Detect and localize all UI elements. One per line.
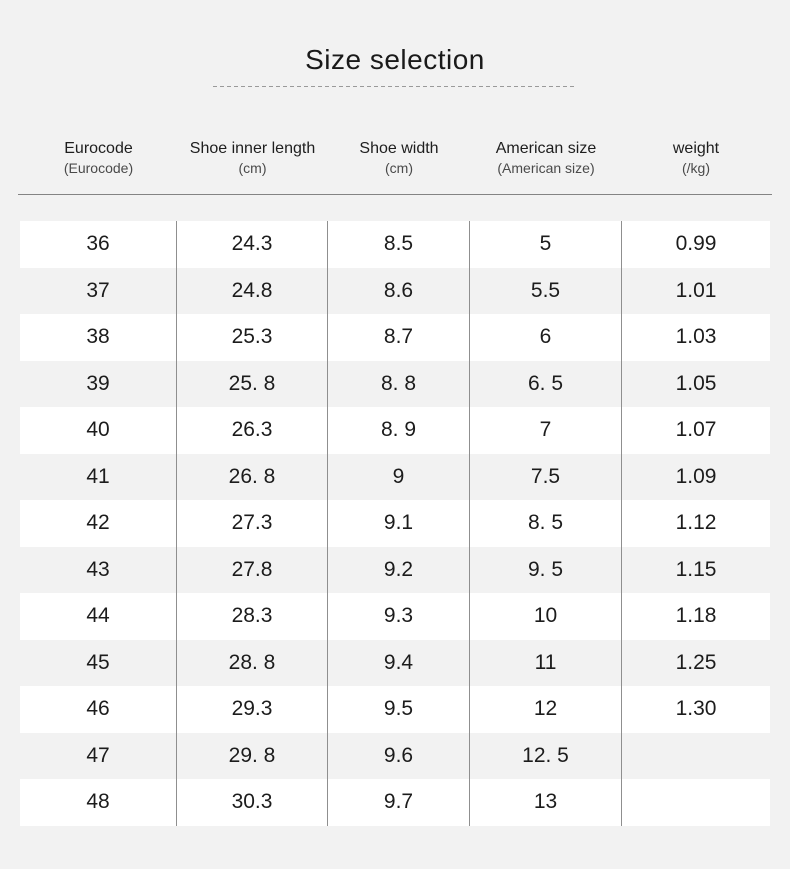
table-cell: 9.7 xyxy=(328,779,470,826)
table-cell: 8. 8 xyxy=(328,360,470,407)
title-underline-dashes xyxy=(213,86,577,87)
table-cell: 1.09 xyxy=(675,464,717,488)
table-cell: 48 xyxy=(20,779,177,826)
table-cell: 10 xyxy=(470,593,622,640)
table-cell: 9.5 xyxy=(328,686,470,733)
column-header-label: Shoe inner length xyxy=(189,140,316,157)
table-cell xyxy=(622,733,770,780)
table-row: 39 25. 8 8. 8 6. 5 1.05 xyxy=(20,360,770,407)
table-cell: 1.15 xyxy=(675,557,717,581)
table-cell: 38 xyxy=(20,314,177,361)
table-cell: 47 xyxy=(20,732,177,779)
table-cell: 26. 8 xyxy=(177,453,328,500)
table-cell: 37 xyxy=(20,267,177,314)
table-cell: 6 xyxy=(470,314,622,361)
table-cell: 1.05 xyxy=(675,371,717,395)
table-row: 42 27.3 9.1 8. 5 1.12 xyxy=(20,500,770,547)
table-cell: 25. 8 xyxy=(177,360,328,407)
column-header: Shoe width (cm) xyxy=(328,139,470,177)
table-cell: 9.4 xyxy=(328,639,470,686)
column-header-label: Shoe width xyxy=(359,140,439,157)
table-cell: 5 xyxy=(470,221,622,268)
table-row: 41 26. 8 9 7.5 1.09 xyxy=(20,453,770,500)
size-table-body: 36 24.3 8.5 5 0.99 37 24.8 8.6 5.5 1.01 38 25.3 8.7 6… xyxy=(20,221,770,826)
table-cell: 9.2 xyxy=(328,546,470,593)
table-cell: 27.3 xyxy=(177,500,328,547)
column-header: American size (American size) xyxy=(470,139,622,177)
table-cell: 44 xyxy=(20,593,177,640)
header-underline xyxy=(18,194,772,195)
page-title: Size selection xyxy=(305,44,485,75)
table-cell: 1.01 xyxy=(675,278,717,302)
column-header-label: Eurocode xyxy=(64,140,133,157)
table-cell: 1.25 xyxy=(675,650,717,674)
table-cell: 24.3 xyxy=(177,221,328,268)
table-row: 46 29.3 9.5 12 1.30 xyxy=(20,686,770,733)
column-header: Shoe inner length (cm) xyxy=(177,139,328,177)
table-cell: 13 xyxy=(470,779,622,826)
table-cell: 27.8 xyxy=(177,546,328,593)
table-cell: 36 xyxy=(20,221,177,268)
column-header-label: weight xyxy=(672,140,720,157)
column-header-sublabel: (/kg) xyxy=(682,160,710,176)
column-header: Eurocode (Eurocode) xyxy=(20,139,177,177)
table-cell: 12 xyxy=(470,686,622,733)
column-header-sublabel: (cm) xyxy=(238,160,267,176)
table-cell: 12. 5 xyxy=(470,732,622,779)
table-cell: 28.3 xyxy=(177,593,328,640)
table-cell: 8.5 xyxy=(328,221,470,268)
table-row: 43 27.8 9.2 9. 5 1.15 xyxy=(20,546,770,593)
column-header-sublabel: (American size) xyxy=(497,160,595,176)
table-cell: 25.3 xyxy=(177,314,328,361)
table-cell: 7.5 xyxy=(470,453,622,500)
table-cell: 11 xyxy=(470,639,622,686)
table-cell: 45 xyxy=(20,639,177,686)
table-cell: 42 xyxy=(20,500,177,547)
table-row: 45 28. 8 9.4 11 1.25 xyxy=(20,639,770,686)
table-row: 44 28.3 9.3 10 1.18 xyxy=(20,593,770,640)
table-cell: 29.3 xyxy=(177,686,328,733)
table-row: 48 30.3 9.7 13 xyxy=(20,779,770,826)
table-cell: 1.03 xyxy=(675,325,717,349)
table-cell: 26.3 xyxy=(177,407,328,454)
table-cell: 28. 8 xyxy=(177,639,328,686)
table-cell: 7 xyxy=(470,407,622,454)
table-cell: 8. 9 xyxy=(328,407,470,454)
table-cell: 40 xyxy=(20,407,177,454)
table-cell: 9 xyxy=(328,453,470,500)
table-cell: 8.7 xyxy=(328,314,470,361)
table-cell: 39 xyxy=(20,360,177,407)
table-cell: 1.07 xyxy=(675,418,717,442)
table-row: 36 24.3 8.5 5 0.99 xyxy=(20,221,770,268)
column-header-label: American size xyxy=(495,140,597,157)
table-cell: 0.99 xyxy=(675,232,717,256)
header-row: Eurocode (Eurocode) Shoe inner length (cm) S… xyxy=(20,139,770,177)
table-cell: 9. 5 xyxy=(470,546,622,593)
table-cell: 41 xyxy=(20,453,177,500)
table-cell: 29. 8 xyxy=(177,732,328,779)
table-cell xyxy=(622,779,770,826)
table-cell: 8. 5 xyxy=(470,500,622,547)
table-row: 40 26.3 8. 9 7 1.07 xyxy=(20,407,770,454)
column-header-sublabel: (Eurocode) xyxy=(63,160,134,176)
table-cell: 24.8 xyxy=(177,267,328,314)
table-cell: 46 xyxy=(20,686,177,733)
table-cell: 43 xyxy=(20,546,177,593)
table-row: 37 24.8 8.6 5.5 1.01 xyxy=(20,267,770,314)
table-row: 47 29. 8 9.6 12. 5 xyxy=(20,732,770,780)
column-header: weight (/kg) xyxy=(622,139,770,177)
table-cell: 9.3 xyxy=(328,593,470,640)
table-cell: 9.1 xyxy=(328,500,470,547)
table-cell: 1.18 xyxy=(675,604,717,628)
table-cell: 1.12 xyxy=(675,511,717,535)
table-cell: 9.6 xyxy=(328,732,470,779)
table-cell: 5.5 xyxy=(470,267,622,314)
table-cell: 6. 5 xyxy=(470,360,622,407)
table-row: 38 25.3 8.7 6 1.03 xyxy=(20,314,770,361)
table-cell: 30.3 xyxy=(177,779,328,826)
table-cell: 1.30 xyxy=(675,697,717,721)
column-header-sublabel: (cm) xyxy=(385,160,413,176)
table-cell: 8.6 xyxy=(328,267,470,314)
